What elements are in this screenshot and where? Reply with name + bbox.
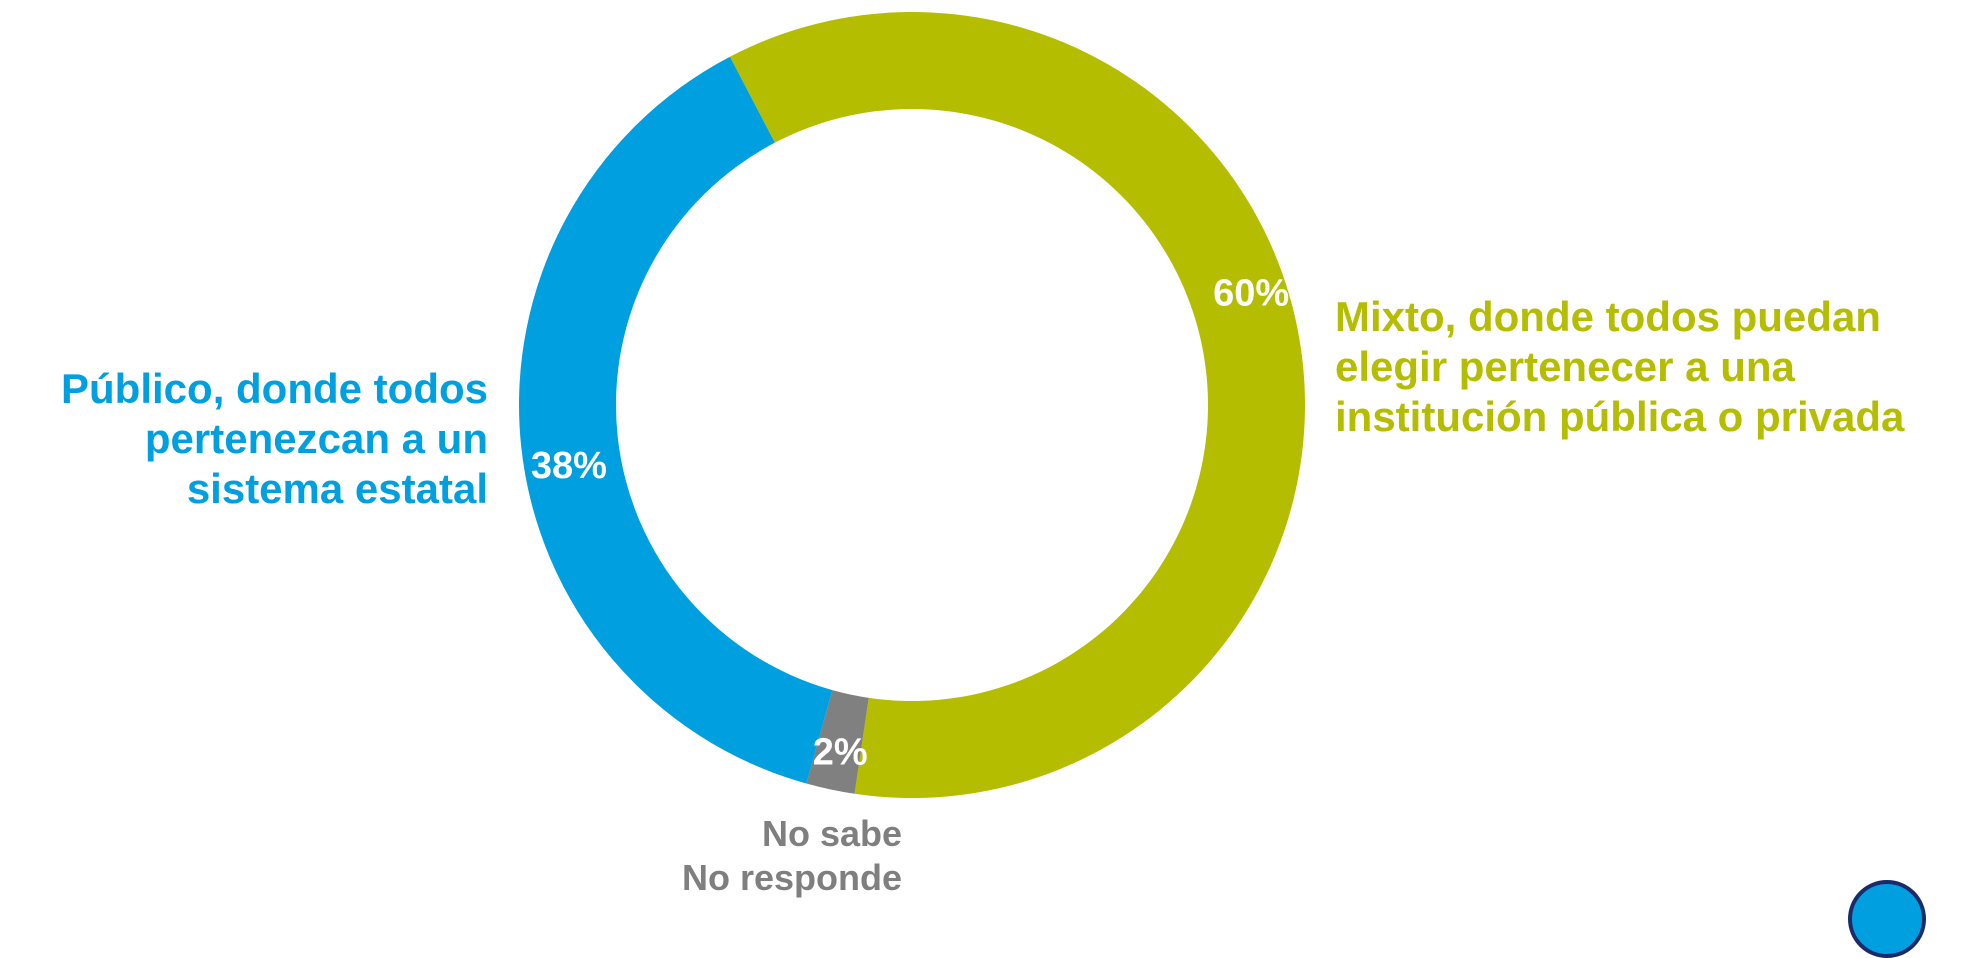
slice-label-no-sabe: No sabe No responde [682, 812, 902, 900]
slice-publico [519, 56, 833, 784]
slice-publico-value-label: 38% [531, 445, 607, 487]
slice-label-mixto-line-3: institución pública o privada [1335, 393, 1905, 440]
slice-label-no-sabe-line-1: No sabe [761, 813, 902, 854]
slice-label-publico-line-1: Público, donde todos [61, 365, 488, 412]
slice-label-mixto-line-2: elegir pertenecer a una [1335, 343, 1795, 390]
slice-no-sabe [806, 690, 869, 794]
slice-label-publico-line-2: pertenezcan a un [144, 415, 488, 462]
slice-label-mixto: Mixto, donde todos puedan elegir pertene… [1335, 292, 1904, 442]
brand-logo [1848, 880, 1926, 958]
slice-mixto-value-label: 60% [1213, 272, 1289, 314]
slice-no-sabe-value-label: 2% [813, 731, 868, 773]
slice-label-publico-line-3: sistema estatal [186, 465, 488, 512]
slice-label-mixto-line-1: Mixto, donde todos puedan [1335, 293, 1881, 340]
slice-mixto [729, 12, 1305, 799]
slice-label-no-sabe-line-2: No responde [681, 857, 902, 898]
donut-slices [519, 12, 1305, 799]
value-labels: 60% 2% 38% [531, 272, 1289, 773]
donut-chart: 60% 2% 38% [519, 12, 1305, 799]
slice-label-publico: Público, donde todos pertenezcan a un si… [61, 364, 488, 514]
